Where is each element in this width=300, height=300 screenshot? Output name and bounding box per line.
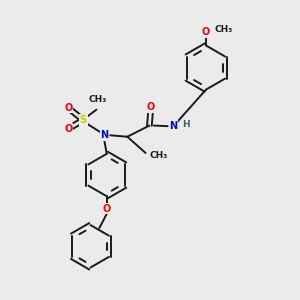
Text: CH₃: CH₃ [89, 95, 107, 104]
Text: CH₃: CH₃ [149, 151, 167, 160]
Text: CH₃: CH₃ [215, 25, 233, 34]
Text: N: N [169, 121, 178, 131]
Text: O: O [64, 124, 73, 134]
Text: O: O [64, 103, 73, 112]
Text: O: O [147, 102, 155, 112]
Text: O: O [202, 27, 210, 37]
Text: O: O [103, 204, 111, 214]
Text: S: S [80, 115, 87, 125]
Text: H: H [182, 120, 189, 129]
Text: N: N [100, 130, 108, 140]
